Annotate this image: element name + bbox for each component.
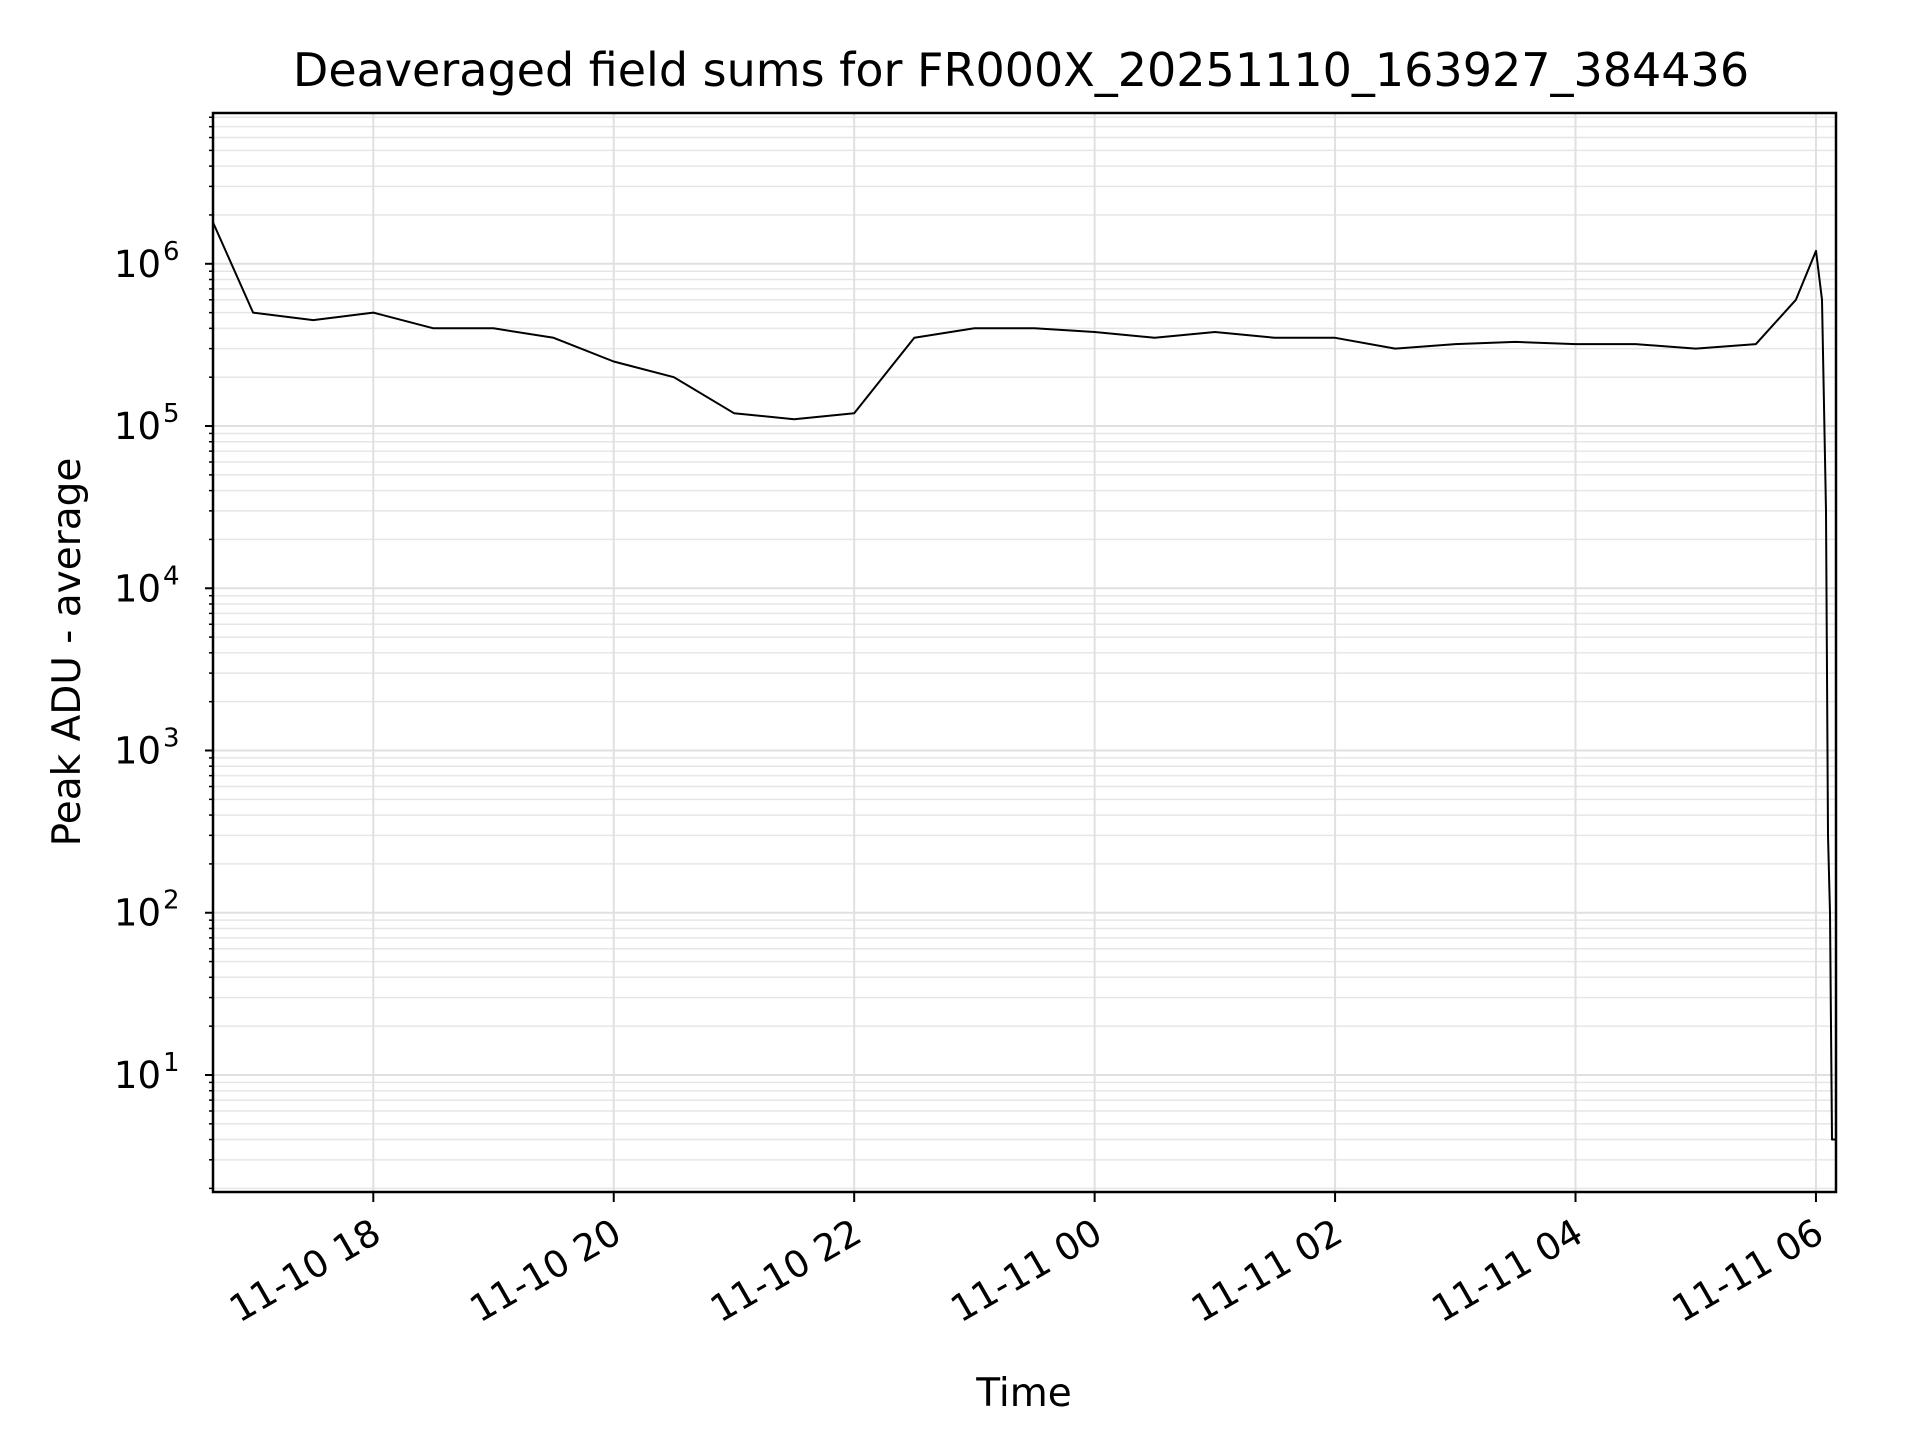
x-tick-label: 11-10 20 (463, 1211, 629, 1331)
series-layer (212, 221, 1836, 1141)
y-tick-exponent: 4 (163, 561, 180, 591)
x-axis-label: Time (975, 1371, 1071, 1416)
series-line (212, 221, 1836, 1141)
y-tick-exponent: 3 (163, 724, 180, 754)
y-tick-exponent: 5 (163, 399, 180, 429)
y-tick-exponent: 1 (163, 1048, 180, 1078)
x-tick-label: 11-10 22 (703, 1211, 869, 1331)
y-tick-label: 10 (114, 892, 161, 935)
grid (213, 113, 1836, 1192)
x-tick-label: 11-11 04 (1424, 1211, 1590, 1331)
y-tick-label: 10 (114, 567, 161, 610)
y-tick-label: 10 (114, 243, 161, 286)
x-tick-label: 11-11 00 (944, 1211, 1110, 1331)
y-tick-label: 10 (114, 730, 161, 773)
y-tick-label: 10 (114, 1054, 161, 1097)
y-axis-label: Peak ADU - average (45, 458, 90, 847)
x-tick-label: 11-10 18 (222, 1211, 388, 1331)
y-tick-exponent: 6 (163, 237, 180, 267)
x-tick-label: 11-11 06 (1665, 1211, 1831, 1331)
x-axis: 11-10 18 11-10 20 11-10 22 11-11 00 11-11 02… (222, 1192, 1830, 1331)
y-tick-label: 10 (114, 405, 161, 448)
x-tick-label: 11-11 02 (1184, 1211, 1350, 1331)
chart-title: Deaveraged field sums for FR000X_2025111… (293, 43, 1749, 97)
y-tick-exponent: 2 (163, 886, 180, 916)
